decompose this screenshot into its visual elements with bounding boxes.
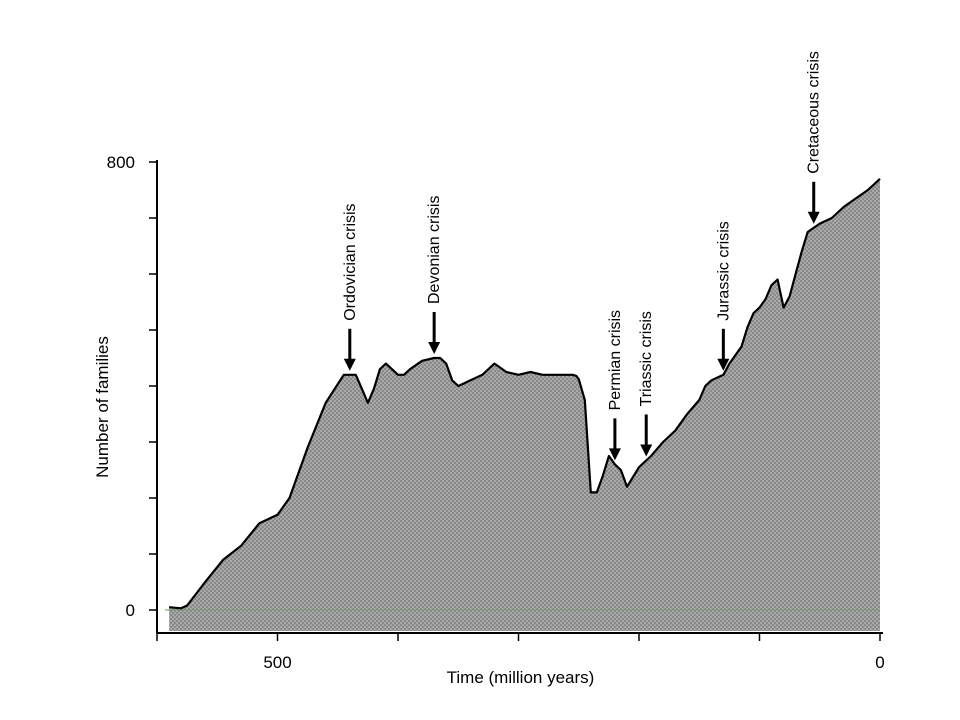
- y-tick-label: 0: [126, 601, 135, 620]
- crisis-label: Ordovician crisis: [342, 203, 359, 320]
- crisis-label: Jurassic crisis: [715, 221, 732, 321]
- crisis-arrow-head: [343, 358, 356, 371]
- plot-area: [165, 177, 881, 632]
- x-tick-labels: 500 0: [263, 653, 884, 672]
- crisis-label: Cretaceous crisis: [806, 51, 823, 174]
- crisis-arrow-head: [428, 342, 441, 354]
- crisis-arrow-head: [640, 444, 653, 457]
- x-tick-label: 500: [263, 653, 291, 672]
- crisis-arrows: [343, 181, 820, 461]
- crisis-labels: Ordovician crisis Devonian crisis Permian …: [342, 51, 823, 410]
- crisis-label: Triassic crisis: [638, 311, 655, 406]
- y-axis-title: Number of families: [93, 336, 112, 478]
- x-tick-label: 0: [875, 653, 884, 672]
- crisis-arrow-head: [717, 358, 730, 371]
- y-tick-labels: 0 800: [107, 153, 135, 620]
- crisis-label: Devonian crisis: [426, 196, 443, 304]
- y-tick-label: 800: [107, 153, 135, 172]
- y-ticks: [149, 161, 157, 611]
- families-line: [168, 177, 881, 610]
- crisis-arrow-head: [807, 211, 820, 224]
- x-axis-title: Time (million years): [447, 668, 595, 687]
- families-area: [169, 178, 881, 632]
- x-ticks: [156, 633, 881, 641]
- crisis-label: Permian crisis: [607, 310, 624, 410]
- crisis-arrow-head: [608, 448, 621, 461]
